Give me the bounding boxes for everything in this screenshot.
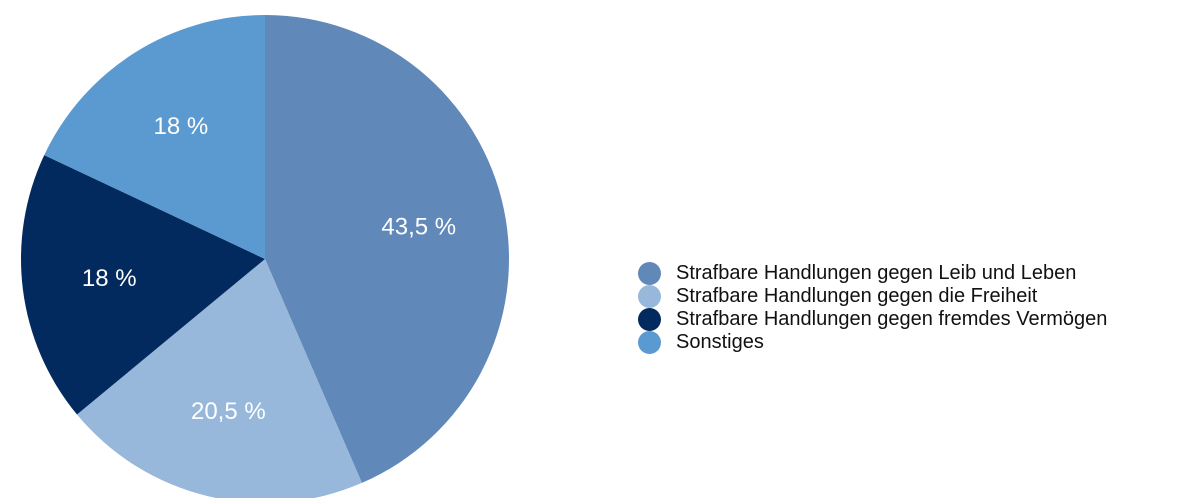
legend-item-fremdes-vermoegen: Strafbare Handlungen gegen fremdes Vermö…: [638, 308, 1107, 331]
slice-value-label-freiheit: 20,5 %: [191, 398, 266, 425]
legend-swatch-freiheit: [638, 285, 661, 308]
legend-item-freiheit: Strafbare Handlungen gegen die Freiheit: [638, 285, 1107, 308]
pie-slice-fremdes-vermoegen: [20, 155, 266, 415]
slice-value-labels: 43,5 % 20,5 % 18 % 18 %: [82, 113, 456, 425]
pie-slice-freiheit: [76, 259, 362, 498]
slice-value-label-fremdes-vermoegen: 18 %: [82, 265, 137, 292]
legend-swatch-leib-und-leben: [638, 262, 661, 285]
slice-value-label-leib-und-leben: 43,5 %: [381, 214, 456, 241]
legend-label-fremdes-vermoegen: Strafbare Handlungen gegen fremdes Vermö…: [676, 308, 1108, 330]
legend-label-sonstiges: Sonstiges: [676, 331, 764, 353]
pie-slice-leib-und-leben: [265, 15, 509, 483]
pie-chart: 43,5 % 20,5 % 18 % 18 %: [20, 15, 509, 498]
legend-label-freiheit: Strafbare Handlungen gegen die Freiheit: [676, 285, 1038, 307]
slice-value-label-sonstiges: 18 %: [154, 113, 209, 140]
legend-swatch-fremdes-vermoegen: [638, 308, 661, 331]
legend-swatch-sonstiges: [638, 331, 661, 354]
pie-slices: [20, 15, 509, 498]
legend-item-sonstiges: Sonstiges: [638, 331, 1107, 354]
legend-label-leib-und-leben: Strafbare Handlungen gegen Leib und Lebe…: [676, 262, 1077, 284]
legend-item-leib-und-leben: Strafbare Handlungen gegen Leib und Lebe…: [638, 262, 1107, 285]
pie-slice-sonstiges: [44, 15, 265, 259]
chart-legend: Strafbare Handlungen gegen Leib und Lebe…: [638, 262, 1107, 354]
